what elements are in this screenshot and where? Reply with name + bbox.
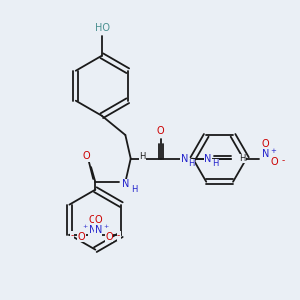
Text: N: N <box>262 149 269 159</box>
Text: O: O <box>94 214 102 225</box>
Text: O: O <box>83 152 91 161</box>
Text: +: + <box>270 148 276 154</box>
Text: O: O <box>88 214 96 225</box>
Text: O: O <box>262 139 269 148</box>
Text: HO: HO <box>95 23 110 33</box>
Text: O: O <box>271 157 278 167</box>
Text: H: H <box>189 159 195 168</box>
Text: H: H <box>239 154 245 163</box>
Text: H: H <box>139 152 146 161</box>
Text: O: O <box>157 126 164 136</box>
Text: O: O <box>78 232 85 242</box>
Text: N: N <box>89 225 96 236</box>
Text: -: - <box>281 156 284 165</box>
Text: N: N <box>181 154 188 164</box>
Text: -: - <box>117 231 120 240</box>
Text: -: - <box>70 231 74 240</box>
Text: N: N <box>122 179 129 189</box>
Text: H: H <box>131 185 137 194</box>
Text: +: + <box>103 224 108 229</box>
Text: N: N <box>204 154 211 164</box>
Text: O: O <box>105 232 113 242</box>
Text: N: N <box>94 225 102 236</box>
Text: H: H <box>212 159 218 168</box>
Text: +: + <box>82 224 88 229</box>
